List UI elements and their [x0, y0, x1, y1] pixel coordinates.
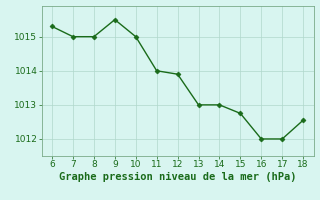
X-axis label: Graphe pression niveau de la mer (hPa): Graphe pression niveau de la mer (hPa)	[59, 172, 296, 182]
